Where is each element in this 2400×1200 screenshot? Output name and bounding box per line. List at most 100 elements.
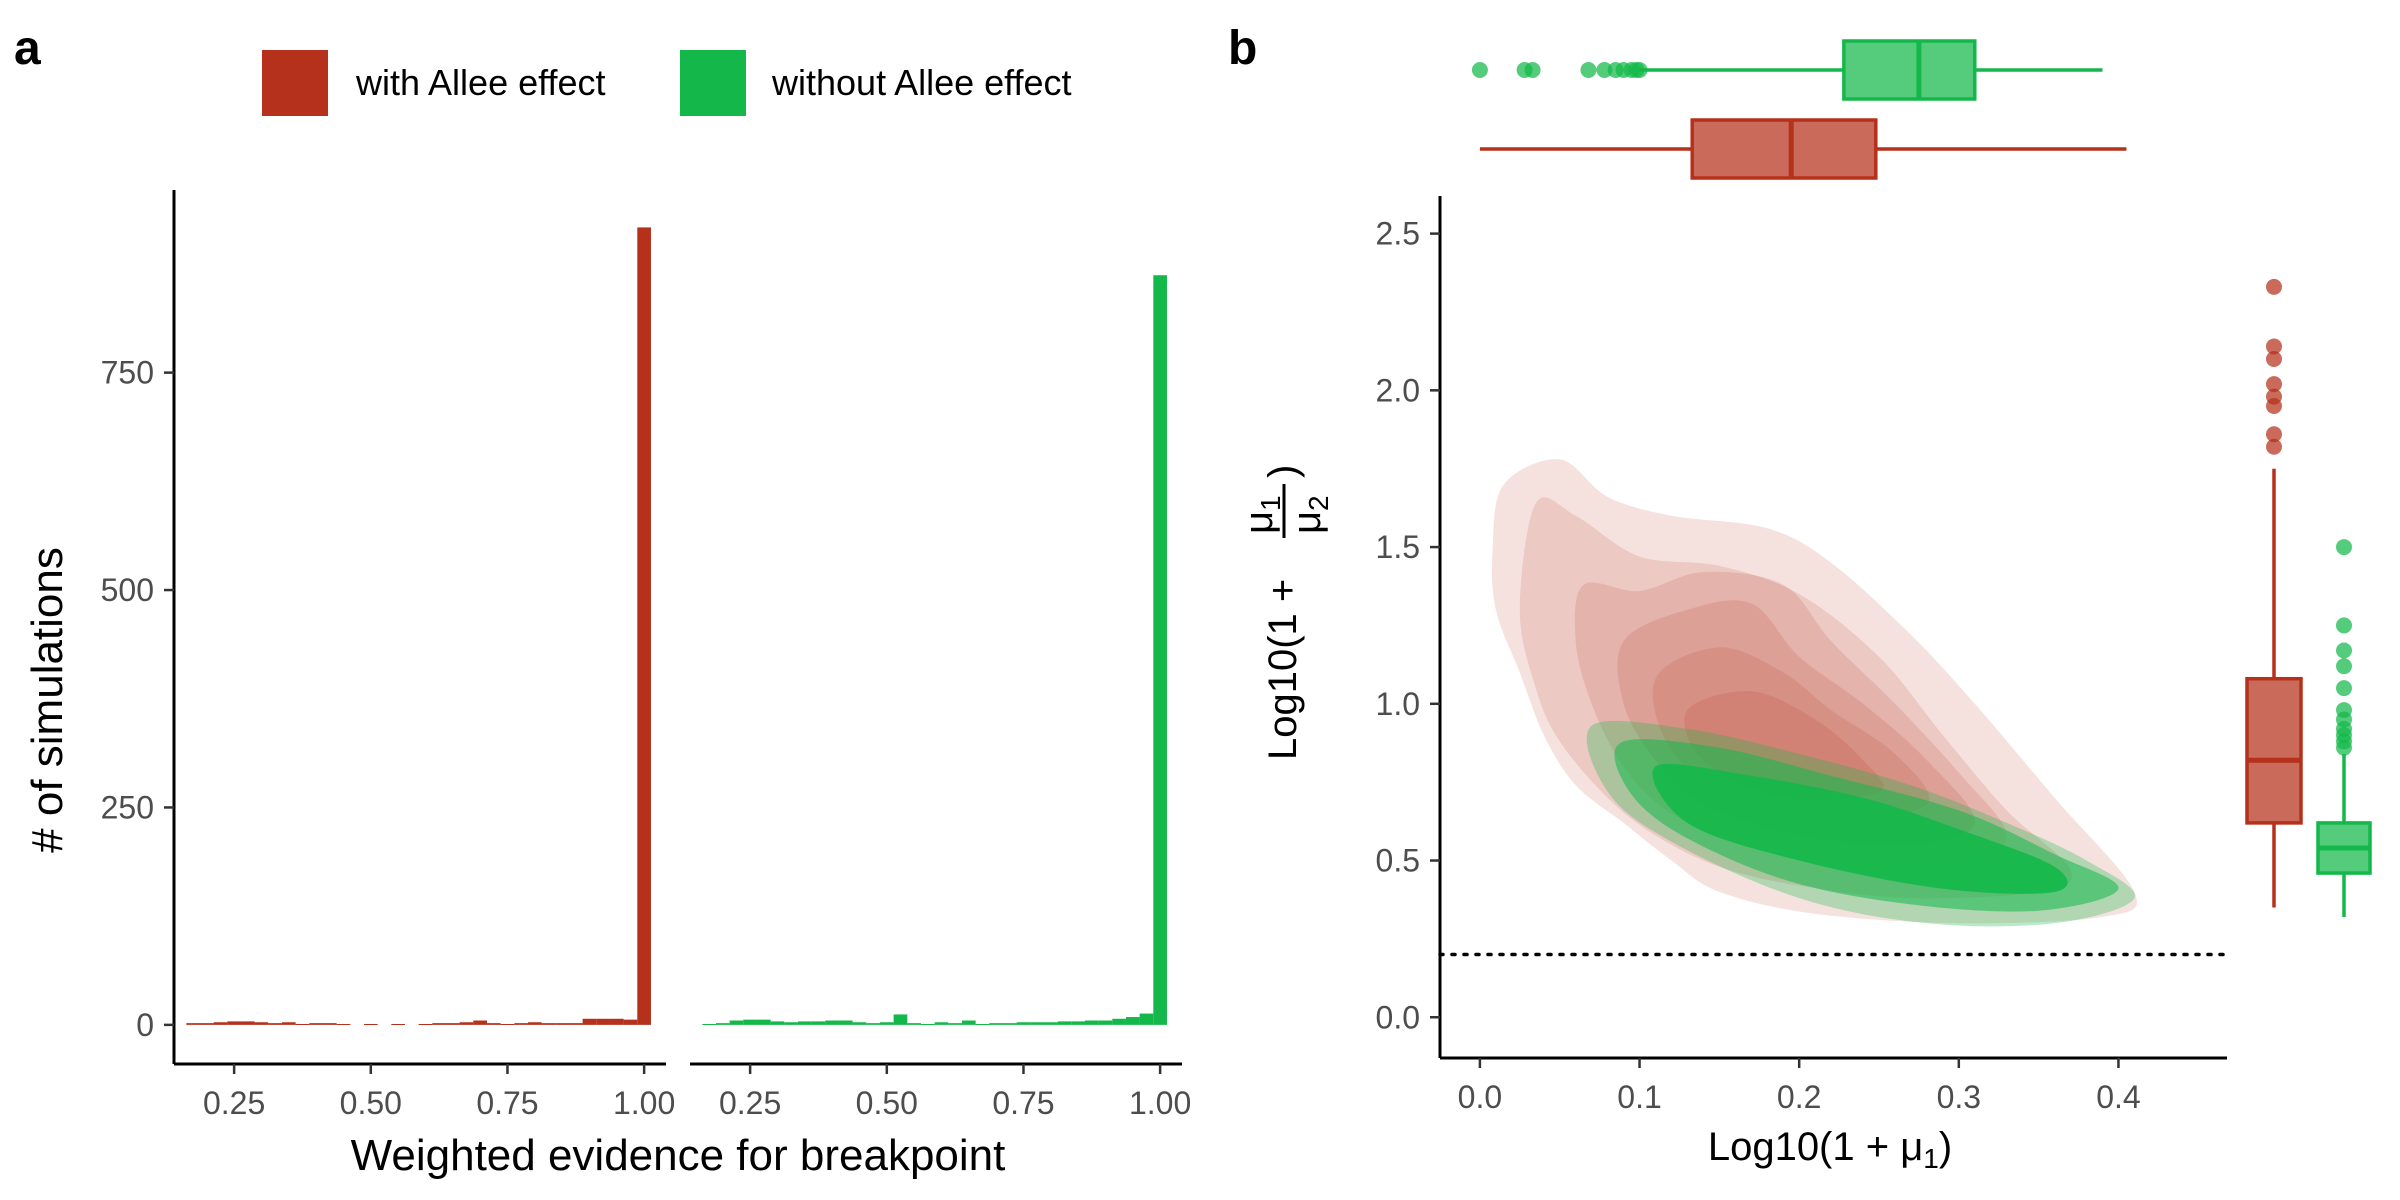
bar-with-allee [541,1023,556,1025]
bar-with-allee [432,1023,446,1025]
bar-with-allee [555,1023,569,1025]
bar-with-allee [213,1022,228,1025]
bar-with-allee [254,1022,269,1025]
boxplot-box-with-allee [1690,118,1878,180]
bar-with-allee [473,1020,487,1025]
bar-without-allee [797,1021,812,1025]
bar-with-allee [186,1023,200,1025]
boxplot-outlier-without-allee [2336,680,2352,697]
panel-label-b: b [1228,22,1257,75]
bar-with-allee [486,1023,501,1025]
y-tick-label: 500 [101,572,154,608]
legend-label-without-allee: without Allee effect [771,62,1072,103]
bar-with-allee [227,1021,241,1025]
y-tick-label: 1.0 [1376,686,1420,722]
panel-b-x-axis-title: Log10(1 + μ1) [1708,1125,1952,1174]
density-contour-without-allee [1652,763,2068,894]
y-tick-label: 2.0 [1376,372,1420,408]
bar-without-allee [729,1020,744,1025]
boxplot-outlier-with-allee [2266,438,2282,455]
bar-without-allee [756,1019,771,1025]
boxplot-outlier-without-allee [1471,62,1488,78]
boxplot-outlier-with-allee [2266,338,2282,355]
y-tick-label: 1.5 [1376,529,1420,565]
bar-with-allee [199,1023,214,1025]
bar-with-allee [623,1019,638,1025]
bar-with-allee [459,1022,474,1025]
y-tick-label: 250 [101,789,154,825]
svg-text:): ) [1261,465,1305,478]
panel-a-y-axis-title: # of simulations [23,547,72,853]
x-tick-label: 0.75 [992,1085,1054,1121]
boxplot-outlier-without-allee [2336,642,2352,659]
x-tick-label: 0.2 [1777,1079,1821,1115]
density-contours [1491,459,2137,927]
x-tick-label: 1.00 [613,1085,675,1121]
y-tick-label: 750 [101,355,154,391]
right-marginal-boxplots [2245,278,2372,917]
bar-with-allee [363,1024,378,1025]
bar-without-allee [811,1021,826,1025]
bar-with-allee [568,1023,583,1025]
y-title-denominator: μ2 [1285,495,1334,534]
bar-without-allee [879,1022,894,1025]
bar-with-allee [322,1023,337,1025]
boxplot-outlier-with-allee [2266,388,2282,405]
panel-a-axes: 0.25 0.50 0.75 1.00 0.25 0.50 0.75 1.00 0 250 500 7… [101,190,1191,1121]
bar-with-allee [268,1023,282,1025]
bar-without-allee [948,1023,962,1025]
bar-without-allee [784,1022,798,1025]
boxplot-outlier-without-allee [1596,62,1613,78]
y-title-numerator: μ1 [1237,495,1286,534]
top-marginal-boxplots [1471,39,2127,180]
bar-with-allee [391,1024,405,1025]
y-tick-label: 0 [136,1007,154,1043]
bar-with-allee [609,1018,624,1025]
bar-without-allee [825,1020,839,1025]
legend-swatch-with-allee [262,50,328,116]
bar-without-allee [1139,1013,1154,1025]
bar-without-allee [852,1022,867,1025]
bar-with-allee [514,1023,528,1025]
boxplot-outlier-without-allee [2336,617,2352,634]
bar-with-allee [582,1018,597,1025]
bar-without-allee [975,1024,990,1025]
bar-without-allee [920,1024,935,1025]
bar-without-allee [961,1020,976,1025]
y-tick-label: 0.0 [1376,999,1420,1035]
x-tick-label: 0.1 [1617,1079,1661,1115]
legend: with Allee effect without Allee effect [262,50,1072,116]
panel-label-a: a [14,22,41,75]
bar-without-allee [715,1023,730,1025]
boxplot-outlier-without-allee [1580,62,1597,78]
x-tick-label: 0.75 [476,1085,538,1121]
bar-without-allee [1002,1023,1017,1025]
y-tick-label: 2.5 [1376,216,1420,252]
bar-with-allee [527,1022,542,1025]
bar-without-allee [1043,1022,1058,1025]
panel-b-axes: 0.0 0.1 0.2 0.3 0.4 0.0 0.5 1.0 1.5 2.0 2.5 [1376,196,2227,1115]
boxplot-outlier-without-allee [1524,62,1541,78]
boxplot-outlier-without-allee [2336,702,2352,719]
bar-with-allee [281,1022,296,1025]
bar-without-allee [702,1024,716,1025]
boxplot-outlier-with-allee [2266,278,2282,295]
boxplot-outlier-with-allee [2266,426,2282,443]
bar-without-allee [743,1019,757,1025]
bar-without-allee [934,1022,949,1025]
bar-without-allee [1071,1021,1085,1025]
x-tick-label: 0.25 [203,1085,265,1121]
histogram-without-allee [702,275,1167,1025]
boxplot-outlier-without-allee [2336,658,2352,675]
bar-without-allee [1030,1022,1044,1025]
bar-with-allee [596,1018,610,1025]
boxplot-outlier-without-allee [1631,62,1648,78]
bar-with-allee [309,1023,323,1025]
boxplot-box-with-allee [2245,676,2303,825]
x-tick-label: 0.50 [856,1085,918,1121]
bar-with-allee [637,227,651,1025]
legend-swatch-without-allee [680,50,746,116]
bar-without-allee [893,1014,908,1025]
panel-b-y-axis-title: Log10(1 + μ1 μ2 ) [1237,465,1334,760]
